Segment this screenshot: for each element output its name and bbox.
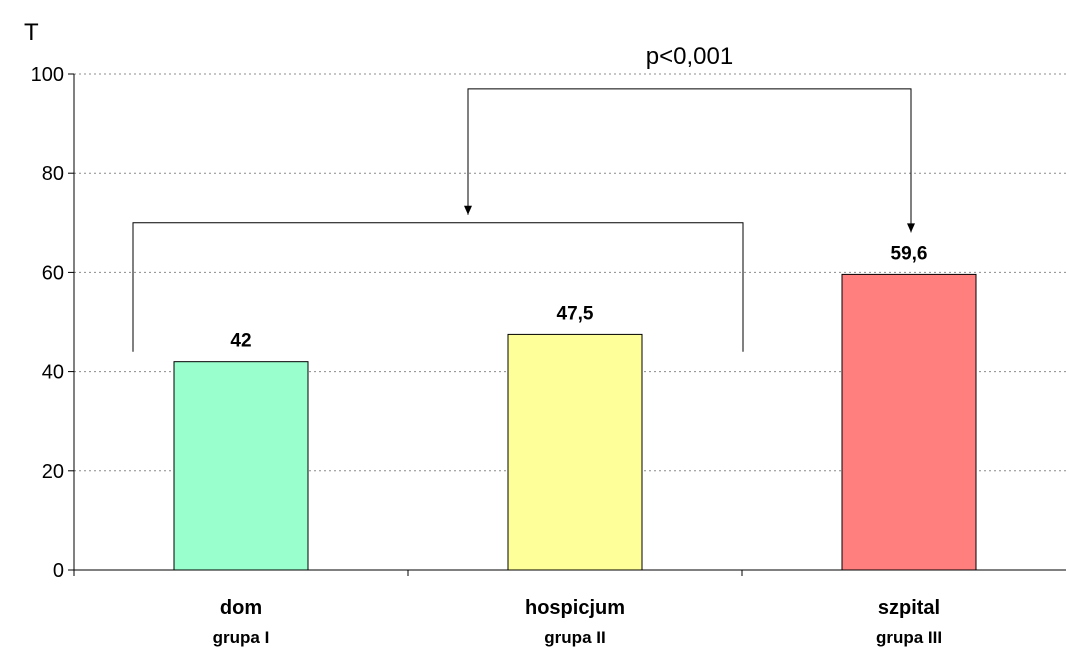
comparison-line (467, 88, 912, 233)
y-tick-label: 100 (31, 64, 64, 86)
x-tick-label: dom (220, 597, 262, 619)
labels: 0 20 40 60 80 100 T 42 dom grupa I 47,5 hospicjum gr… (24, 19, 942, 647)
bar-szpital (841, 273, 977, 571)
data-label: 42 (230, 331, 251, 352)
y-tick-label: 0 (53, 560, 64, 582)
y-tick-label: 20 (42, 461, 64, 483)
y-tick-label: 60 (42, 262, 64, 284)
y-axis-label: T (24, 19, 39, 46)
x-tick-sublabel: grupa II (544, 628, 605, 647)
data-label: 59,6 (891, 243, 928, 264)
p-value-label: p<0,001 (646, 43, 733, 70)
bars (173, 273, 977, 571)
x-tick-label: hospicjum (525, 597, 625, 619)
x-tick-sublabel: grupa I (213, 628, 270, 647)
data-label: 47,5 (557, 303, 594, 324)
significance-annotation: p<0,001 (132, 43, 915, 352)
x-tick-sublabel: grupa III (876, 628, 942, 647)
arrow-head-right (907, 223, 915, 233)
bar-hospicjum (507, 333, 643, 571)
y-tick-label: 40 (42, 362, 64, 384)
arrow-head-left (464, 205, 472, 215)
group-bracket (132, 222, 744, 352)
bar-dom (173, 361, 309, 571)
x-tick-label: szpital (878, 597, 940, 619)
y-tick-label: 80 (42, 163, 64, 185)
